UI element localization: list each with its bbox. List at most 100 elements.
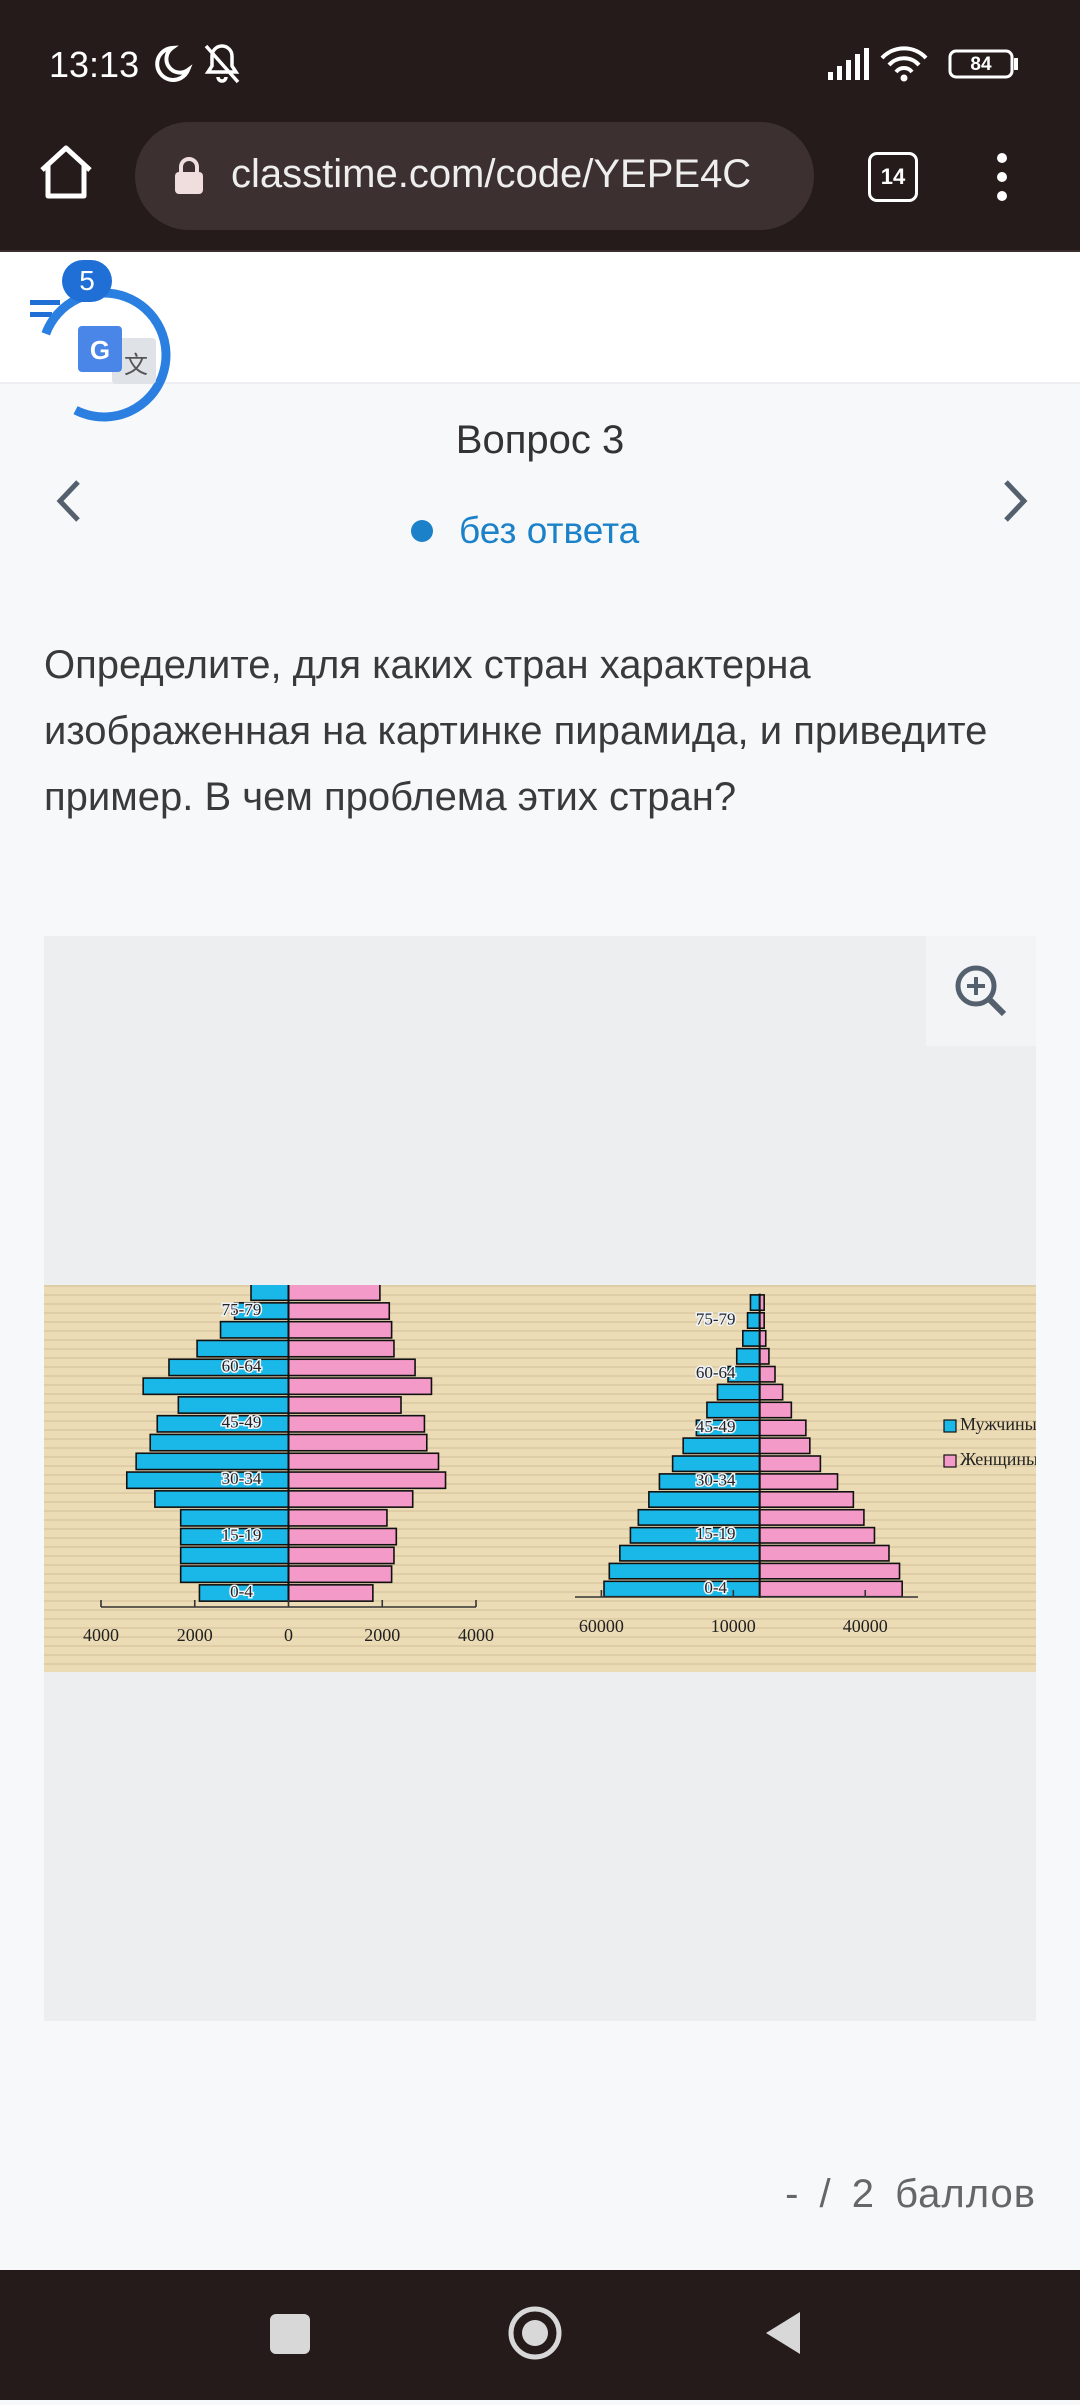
age-label: 45-49 [222,1413,262,1432]
age-label: 15-19 [696,1524,736,1543]
bar [706,1401,761,1419]
home-nav-button[interactable] [508,2306,562,2360]
bar [179,1508,290,1527]
bar [758,1526,876,1544]
zoom-icon [955,965,1007,1017]
svg-text:G: G [90,335,110,365]
pyramid-image: 0-4 15-19 30-34 45-49 60-64 75-79 4000 2000 0 200… [44,1285,1036,1672]
legend-swatch [943,1454,957,1468]
bar [716,1383,761,1401]
legend-label: Женщины [960,1449,1036,1469]
navigation-bar [0,2270,1080,2400]
clock: 13:13 [49,44,140,85]
bar [682,1437,761,1455]
bar [758,1473,839,1491]
bar [608,1562,761,1580]
bar [219,1320,290,1339]
age-label: 15-19 [222,1526,262,1545]
status-icons [155,44,240,84]
bar [135,1452,290,1471]
status-bar: 13:13 84 classtime.com/code/YEPE4C 14 [0,0,1080,252]
back-button[interactable] [766,2312,800,2354]
bar [758,1580,903,1598]
bar [742,1329,761,1347]
age-label: 45-49 [696,1417,736,1436]
bar [758,1365,776,1383]
bar [287,1358,416,1377]
lock-icon [175,157,203,194]
x-tick-label: 2000 [177,1625,213,1645]
bar [287,1433,428,1452]
age-label: 60-64 [696,1363,736,1382]
x-tick-label: 0 [284,1625,293,1645]
recents-button[interactable] [270,2314,310,2354]
bar [746,1312,761,1330]
bar [758,1401,793,1419]
bar [619,1544,761,1562]
address-bar[interactable]: classtime.com/code/YEPE4C [135,122,814,230]
home-button[interactable] [36,142,96,202]
x-tick-label: 10000 [711,1616,756,1636]
zoom-button[interactable] [926,936,1036,1046]
x-tick-label: 40000 [843,1616,888,1636]
bar [758,1544,890,1562]
bar [758,1562,901,1580]
menu-button[interactable] [990,150,1014,204]
bar [142,1377,290,1396]
bar [287,1339,395,1358]
prev-button[interactable] [50,476,90,526]
bar [154,1490,290,1508]
translate-button[interactable]: G 文 [20,270,180,430]
bar [758,1508,865,1526]
bar [287,1377,433,1396]
bar [287,1584,374,1602]
age-label: 30-34 [222,1469,262,1488]
bar [287,1565,393,1584]
bar [758,1383,784,1401]
status-dot [411,520,433,542]
x-tick-label: 4000 [458,1625,494,1645]
answer-status: без ответа [459,510,640,551]
bar [287,1508,388,1527]
tab-count[interactable]: 14 [868,152,918,202]
age-label: 60-64 [222,1356,262,1375]
score: - / 2 баллов [785,2172,1036,2216]
bar [749,1294,761,1312]
battery-level: 84 [970,54,992,75]
bar [287,1452,440,1471]
bar [250,1285,290,1302]
app-header [0,252,1080,384]
bar [671,1455,761,1473]
bar [287,1546,395,1565]
next-button[interactable] [996,476,1036,526]
bar [287,1490,414,1508]
bar [149,1433,290,1452]
svg-text:文: 文 [124,351,148,379]
bar [758,1491,855,1509]
legend-swatch [943,1419,957,1433]
bar [758,1455,822,1473]
url: classtime.com/code/YEPE4C [231,152,752,196]
age-label: 30-34 [696,1471,736,1490]
bar [179,1546,290,1565]
bar [603,1580,761,1598]
bar [648,1491,761,1509]
bar [179,1565,290,1584]
system-icons: 84 [828,46,1018,82]
question-text: Определите, для каких стран характерна и… [44,643,988,819]
question-title: Вопрос 3 [455,418,625,462]
bar [125,1471,290,1490]
bar [287,1302,391,1320]
age-label: 0-4 [704,1578,727,1597]
bar [758,1419,807,1437]
bar [637,1508,761,1526]
bar [287,1471,447,1490]
x-tick-label: 2000 [364,1625,400,1645]
bar [287,1285,381,1302]
age-label: 75-79 [222,1300,262,1319]
bar [735,1347,761,1365]
bar [196,1339,290,1358]
nav-buttons [270,2306,800,2360]
badge: 5 [62,260,112,302]
